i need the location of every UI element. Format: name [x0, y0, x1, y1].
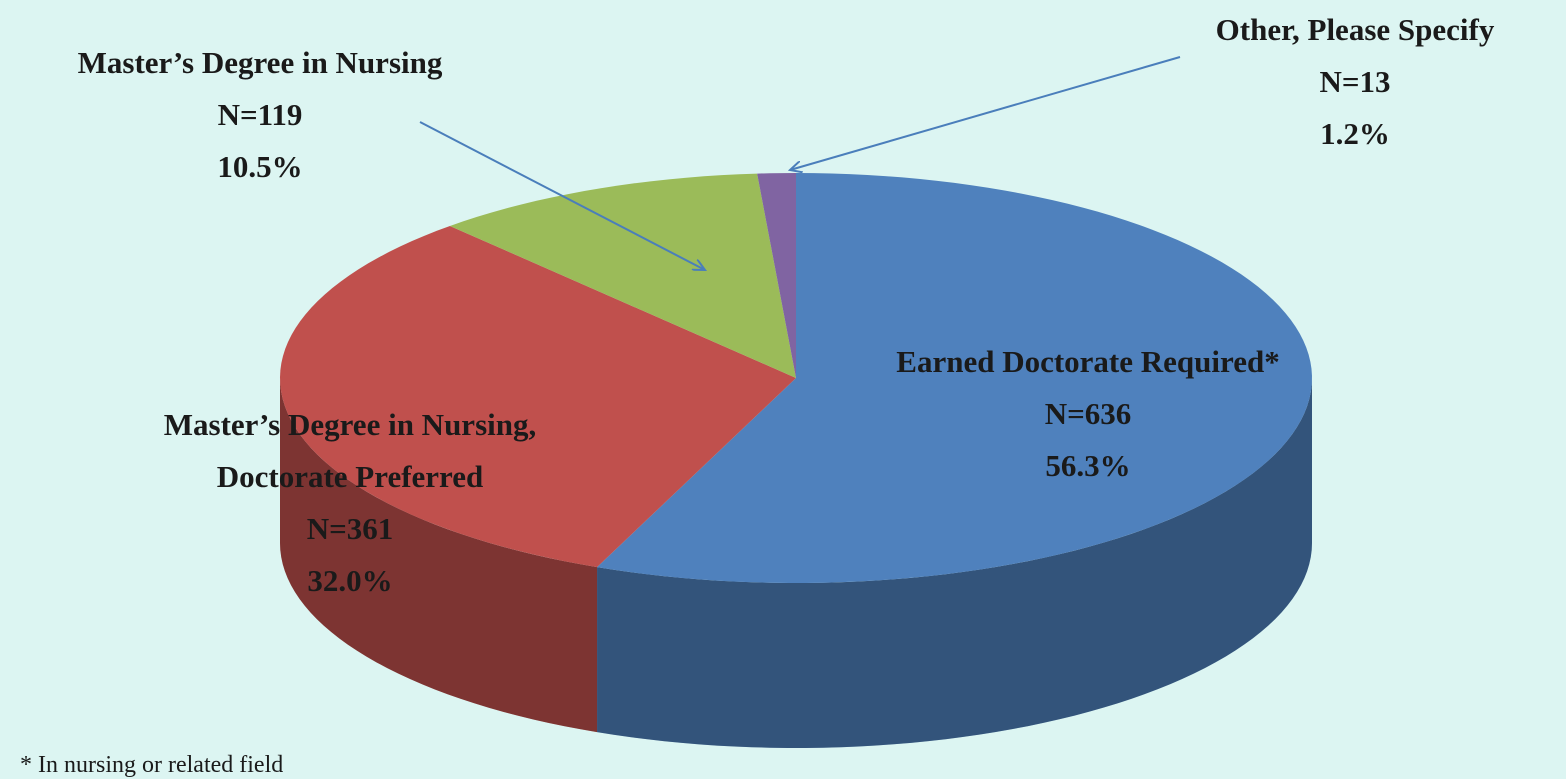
leader-line: [419, 121, 705, 270]
slice: [597, 173, 1312, 583]
pie: [280, 173, 1312, 748]
category-name: Master’s Degree in Nursing, Doctorate Pr…: [163, 407, 537, 494]
footnote: * In nursing or related field: [20, 752, 284, 778]
slice-label: Master’s Degree in Nursing, Doctorate Pr…: [100, 399, 600, 607]
count-label: N=361: [306, 511, 394, 546]
slice-side-shade: [280, 378, 598, 733]
slice: [449, 173, 796, 378]
slice-side: [597, 378, 1312, 748]
slice-label: Other, Please Specify N=13 1.2%: [1145, 4, 1565, 160]
value-label: 32.0%: [307, 563, 393, 598]
slice: [757, 173, 796, 378]
value-label: 1.2%: [1320, 116, 1390, 151]
count-label: N=13: [1319, 64, 1391, 99]
slice-label: Master’s Degree in Nursing N=119 10.5%: [0, 37, 540, 193]
category-name: Earned Doctorate Required*: [896, 344, 1280, 379]
slice-side-shade: [597, 378, 1312, 748]
slice-label: Earned Doctorate Required* N=636 56.3%: [788, 336, 1388, 492]
category-name: Master’s Degree in Nursing: [77, 45, 443, 80]
count-label: N=119: [217, 97, 303, 132]
count-label: N=636: [1044, 396, 1132, 431]
slice: [280, 225, 796, 568]
leader-line: [790, 56, 1181, 170]
value-label: 56.3%: [1045, 448, 1131, 483]
category-name: Other, Please Specify: [1215, 12, 1495, 47]
slice-side: [280, 378, 598, 733]
value-label: 10.5%: [217, 149, 303, 184]
